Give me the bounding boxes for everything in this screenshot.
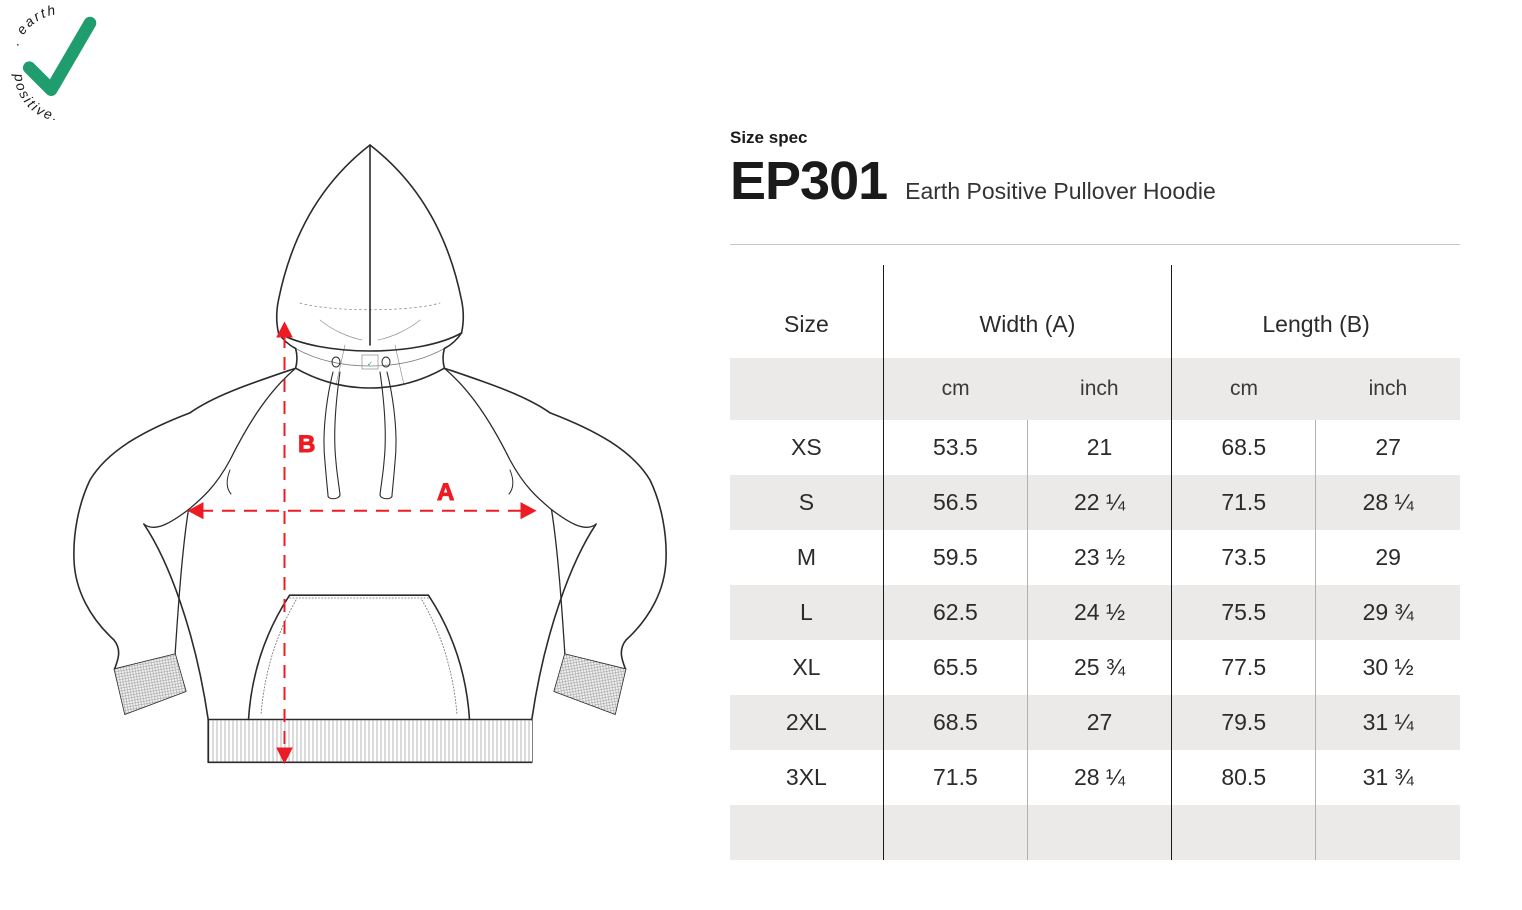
svg-text:B: B — [298, 431, 315, 458]
svg-text:. earth: . earth — [6, 2, 59, 48]
svg-text:✓: ✓ — [367, 361, 373, 368]
svg-text:A: A — [437, 479, 454, 506]
